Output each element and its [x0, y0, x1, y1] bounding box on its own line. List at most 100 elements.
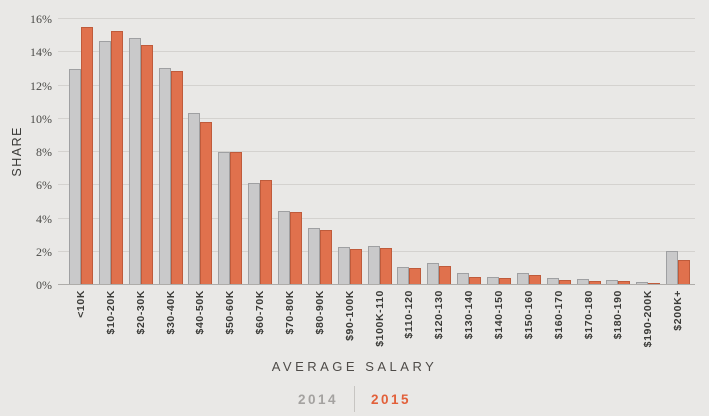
bar-2015[interactable] — [200, 122, 213, 285]
bars-area: <10K $10-20K $20-30K $30-40K $40-50K $50-60K $… — [66, 19, 693, 347]
bar-group: $110-120 — [394, 19, 424, 339]
x-tick-label-text: $60-70K — [254, 290, 267, 335]
x-tick-label-text: $110-120 — [403, 290, 416, 339]
bar-group: $50-60K — [215, 19, 245, 334]
x-tick-label: $160-170 — [553, 290, 565, 339]
bar-2015[interactable] — [349, 249, 362, 285]
bar-2014[interactable] — [158, 68, 171, 285]
y-tick-label: 12% — [30, 78, 52, 93]
x-tick-label-text: $30-40K — [164, 290, 177, 335]
bar-group: $30-40K — [156, 19, 186, 334]
bar-2014[interactable] — [218, 152, 231, 285]
y-tick-label: 0% — [36, 278, 52, 292]
x-tick-label: $140-150 — [493, 290, 505, 339]
x-tick-label: $120-130 — [433, 290, 445, 339]
x-tick-label: $200K+ — [672, 290, 684, 331]
bar-group: $80-90K — [305, 19, 335, 334]
y-tick-label: 10% — [30, 111, 52, 126]
bar-group: $60-70K — [245, 19, 275, 334]
x-tick-label: $40-50K — [194, 290, 206, 334]
bar-2014[interactable] — [397, 266, 410, 285]
bar-2015[interactable] — [319, 230, 332, 285]
bar-group: $200K+ — [663, 19, 693, 331]
x-tick-label-text: $90-100K — [343, 290, 356, 341]
legend-item-2014[interactable]: 2014 — [297, 391, 338, 407]
bar-2014[interactable] — [666, 250, 679, 285]
bar-2015[interactable] — [230, 152, 243, 285]
bar-group: $190-200K — [633, 19, 663, 347]
x-tick-label: $170-180 — [583, 290, 595, 339]
bar-group: $20-30K — [126, 19, 156, 334]
x-tick-label: <10K — [75, 290, 87, 318]
bar-2014[interactable] — [98, 40, 111, 285]
gridline — [58, 151, 695, 152]
bar-2015[interactable] — [439, 265, 452, 285]
x-tick-label: $30-40K — [165, 290, 177, 334]
x-axis-title: AVERAGE SALARY — [271, 359, 438, 374]
x-tick-label-text: $20-30K — [134, 290, 147, 335]
bar-2014[interactable] — [128, 38, 141, 285]
bar-group: $120-130 — [424, 19, 454, 339]
x-tick-label-text: $180-190 — [612, 290, 625, 340]
x-tick-label: $150-160 — [523, 290, 535, 339]
bar-group: $160-170 — [544, 19, 574, 339]
legend-item-2015[interactable]: 2015 — [371, 391, 412, 407]
x-tick-label: $20-30K — [135, 290, 147, 334]
x-tick-label-text: $150-160 — [522, 290, 535, 340]
bar-2014[interactable] — [427, 262, 440, 285]
bar-2015[interactable] — [678, 260, 691, 285]
plot-area: 0% 2% 4% 6% 8% 10% 12% 14% 16% <10K $10-20K $20-30K… — [30, 12, 695, 347]
bar-2014[interactable] — [337, 246, 350, 285]
bar-2014[interactable] — [68, 68, 81, 285]
y-tick-label: 16% — [30, 12, 52, 26]
bar-2014[interactable] — [248, 182, 261, 285]
y-tick-label: 4% — [36, 211, 52, 226]
bar-group: $170-180 — [574, 19, 604, 339]
bar-2014[interactable] — [277, 211, 290, 285]
x-tick-label-text: $200K+ — [672, 290, 685, 331]
bar-group: $150-160 — [514, 19, 544, 339]
bar-2015[interactable] — [170, 71, 183, 285]
bar-2015[interactable] — [260, 180, 273, 285]
x-tick-label-text: $170-180 — [582, 290, 595, 340]
bar-group: $10-20K — [96, 19, 126, 334]
x-tick-label-text: <10K — [74, 290, 87, 318]
x-tick-label-text: $80-90K — [313, 290, 326, 335]
x-tick-label: $10-20K — [105, 290, 117, 334]
x-tick-label: $50-60K — [224, 290, 236, 334]
x-tick-label: $70-80K — [284, 290, 296, 334]
x-tick-label-text: $160-170 — [552, 290, 565, 340]
bar-2014[interactable] — [188, 112, 201, 285]
gridline — [58, 284, 695, 285]
x-tick-label-text: $50-60K — [224, 290, 237, 335]
gridline — [58, 51, 695, 53]
x-tick-label-text: $190-200K — [642, 290, 655, 348]
x-tick-label: $90-100K — [344, 290, 356, 341]
bar-2015[interactable] — [80, 27, 93, 285]
bar-group: $140-150 — [484, 19, 514, 339]
bar-2015[interactable] — [140, 44, 153, 285]
x-tick-label: $190-200K — [642, 290, 654, 347]
bar-2015[interactable] — [409, 267, 422, 285]
x-tick-label-text: $100K-110 — [373, 290, 386, 347]
bar-2015[interactable] — [289, 211, 302, 285]
y-tick-label: 8% — [36, 145, 52, 159]
bar-2014[interactable] — [307, 228, 320, 285]
bar-2014[interactable] — [367, 245, 380, 285]
bar-group: $70-80K — [275, 19, 305, 334]
gridline — [58, 184, 695, 186]
bar-group: <10K — [66, 19, 96, 318]
gridline — [58, 217, 695, 219]
x-tick-label: $130-140 — [463, 290, 475, 339]
bar-group: $100K-110 — [365, 19, 395, 347]
bar-2015[interactable] — [110, 30, 123, 285]
bar-group: $180-190 — [603, 19, 633, 339]
y-tick-label: 14% — [30, 45, 52, 60]
x-tick-label-text: $120-130 — [433, 290, 446, 340]
bar-2015[interactable] — [379, 247, 392, 285]
legend: 2014 2015 — [0, 386, 709, 412]
x-tick-label: $60-70K — [254, 290, 266, 334]
bar-group: $130-140 — [454, 19, 484, 339]
bar-group: $40-50K — [185, 19, 215, 334]
